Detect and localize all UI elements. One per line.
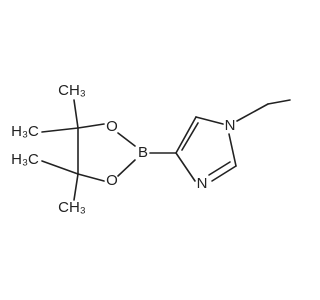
bond xyxy=(77,173,105,182)
atom-label: CH₃ xyxy=(58,199,86,216)
structure-diagram: CH₃ H₃C H₃C CH₃ O O B N N xyxy=(11,82,291,216)
bond xyxy=(181,122,199,151)
bond xyxy=(73,173,79,201)
atom-label: O xyxy=(106,172,118,189)
bond xyxy=(77,123,105,129)
atom-label: B xyxy=(138,144,148,161)
bond xyxy=(117,159,136,177)
bond xyxy=(236,103,269,122)
bond xyxy=(228,133,237,167)
atom-label: CH₃ xyxy=(58,82,86,99)
atom-label: H₃C xyxy=(11,151,39,168)
atom-label: N xyxy=(225,117,236,134)
bond xyxy=(73,99,79,129)
bond xyxy=(117,132,136,147)
atom-label: N xyxy=(197,175,208,192)
bond xyxy=(41,160,79,175)
bond xyxy=(208,161,231,176)
bond xyxy=(211,165,237,182)
bond xyxy=(195,116,224,125)
bond xyxy=(267,99,291,105)
bond xyxy=(41,127,79,133)
atom-label: H₃C xyxy=(11,123,39,140)
atom-label: O xyxy=(106,118,118,135)
bond xyxy=(175,152,196,182)
bond xyxy=(175,116,197,154)
